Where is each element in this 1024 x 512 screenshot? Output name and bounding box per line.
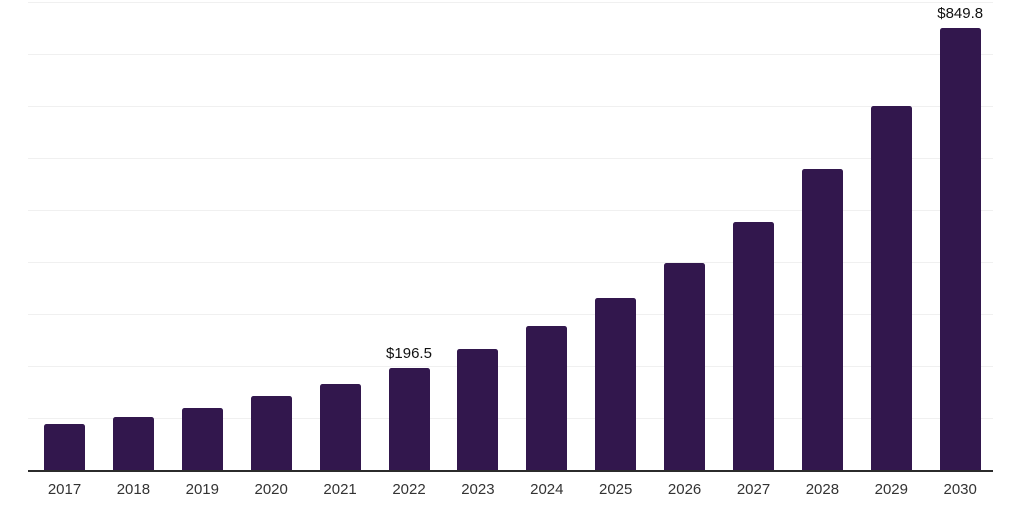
bar-2017 xyxy=(44,423,85,470)
bar-2020 xyxy=(250,396,292,470)
gridline xyxy=(28,210,993,211)
x-tick-label-2017: 2017 xyxy=(47,481,82,498)
gridline xyxy=(28,366,993,367)
gridline xyxy=(28,106,993,107)
bar-2025 xyxy=(595,298,637,470)
bar-2028 xyxy=(801,169,843,470)
gridline xyxy=(28,54,993,55)
gridline xyxy=(28,2,993,3)
value-label-2022: $196.5 xyxy=(386,344,432,362)
bar-2022 xyxy=(388,367,430,470)
x-tick-label-2024: 2024 xyxy=(530,481,564,498)
x-tick-label-2020: 2020 xyxy=(254,481,288,498)
value-label-2030: $849.8 xyxy=(937,5,984,23)
bar-2027 xyxy=(733,222,774,470)
x-tick-label-2028: 2028 xyxy=(805,481,840,498)
bar-2029 xyxy=(870,106,912,470)
bar-2026 xyxy=(664,263,706,470)
x-tick-label-2027: 2027 xyxy=(736,481,771,498)
bar-2021 xyxy=(319,383,361,470)
x-tick-label-2022: 2022 xyxy=(392,481,426,498)
gridline xyxy=(28,418,993,419)
x-tick-label-2023: 2023 xyxy=(461,481,495,498)
gridline xyxy=(28,158,993,159)
gridline xyxy=(28,262,993,263)
x-axis-line xyxy=(28,470,993,472)
bar-2018 xyxy=(112,416,154,470)
x-tick-label-2026: 2026 xyxy=(667,481,702,498)
bar-2019 xyxy=(181,408,223,470)
gridline xyxy=(28,314,993,315)
x-tick-label-2019: 2019 xyxy=(185,481,219,498)
bar-2030 xyxy=(939,28,981,470)
bar-2023 xyxy=(457,349,499,470)
x-tick-label-2021: 2021 xyxy=(323,481,357,498)
x-tick-label-2025: 2025 xyxy=(599,481,633,498)
x-tick-label-2029: 2029 xyxy=(874,481,908,498)
x-tick-label-2030: 2030 xyxy=(943,481,977,498)
bar-2024 xyxy=(526,326,568,470)
x-tick-label-2018: 2018 xyxy=(116,481,151,498)
